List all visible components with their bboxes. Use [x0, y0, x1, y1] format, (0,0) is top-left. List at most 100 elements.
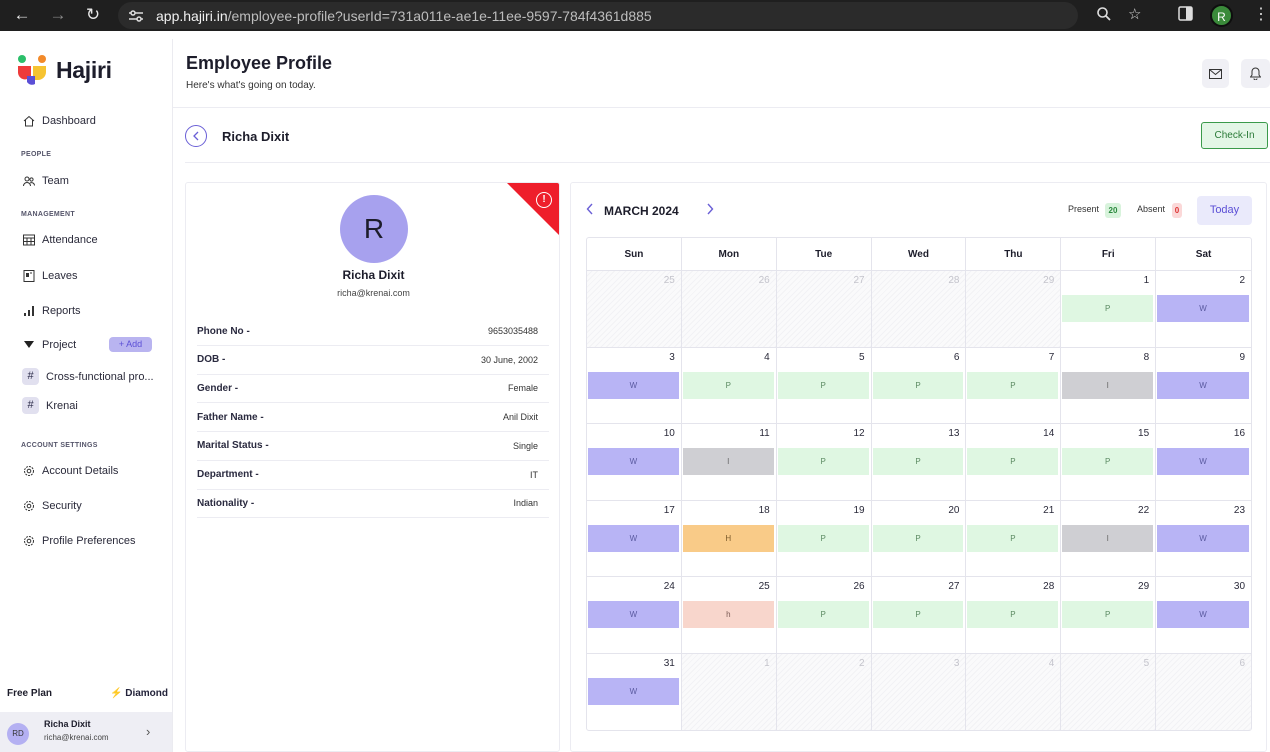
profile-avatar[interactable]: R [1210, 4, 1233, 27]
notifications-button[interactable] [1241, 59, 1270, 88]
forward-arrow-icon[interactable]: → [49, 5, 67, 24]
attendance-status-chip[interactable]: W [588, 524, 679, 552]
calendar-day-cell[interactable]: 12 P [777, 424, 872, 500]
calendar-day-cell[interactable]: 25 h [682, 577, 777, 653]
calendar-day-cell[interactable]: 27 P [872, 577, 967, 653]
attendance-status-chip[interactable]: W [588, 448, 679, 475]
side-panel-icon[interactable] [1178, 6, 1193, 25]
more-menu-icon[interactable]: ⋮ [1253, 6, 1269, 23]
calendar-day-cell[interactable]: 2 [776, 653, 872, 730]
calendar-day-cell[interactable]: 17 W [587, 500, 682, 576]
attendance-status-chip[interactable]: h [682, 601, 774, 628]
calendar-day-cell[interactable]: 18 H [682, 500, 777, 576]
calendar-day-cell[interactable]: 13 P [872, 424, 967, 500]
attendance-status-chip[interactable]: P [777, 371, 869, 399]
zoom-icon[interactable] [1096, 6, 1112, 26]
calendar-day-cell[interactable]: 20 P [872, 500, 967, 576]
alert-icon[interactable]: ! [536, 192, 552, 208]
sidebar-item-project[interactable]: Project [23, 339, 76, 351]
prev-month-button[interactable] [586, 202, 594, 218]
attendance-status-chip[interactable]: P [872, 448, 964, 475]
site-settings-icon[interactable] [122, 4, 150, 28]
sidebar-item-account-details[interactable]: Account Details [23, 465, 118, 477]
attendance-status-chip[interactable]: W [1157, 371, 1250, 399]
address-bar[interactable]: app.hajiri.in/employee-profile?userId=73… [118, 2, 1078, 29]
sidebar-item-reports[interactable]: Reports [23, 305, 81, 317]
calendar-day-cell[interactable]: 29 P [1061, 577, 1157, 653]
mail-button[interactable] [1202, 59, 1229, 88]
attendance-status-chip[interactable]: I [682, 448, 774, 475]
check-in-button[interactable]: Check-In [1201, 122, 1268, 149]
bookmark-star-icon[interactable]: ☆ [1128, 6, 1142, 23]
calendar-day-cell[interactable]: 25 [587, 271, 682, 347]
attendance-status-chip[interactable]: W [1157, 601, 1250, 628]
attendance-status-chip[interactable]: P [872, 601, 964, 628]
calendar-day-cell[interactable]: 26 P [777, 577, 872, 653]
calendar-day-cell[interactable]: 22 I [1061, 500, 1157, 576]
calendar-day-cell[interactable]: 10 W [587, 424, 682, 500]
today-button[interactable]: Today [1197, 196, 1252, 225]
calendar-day-cell[interactable]: 16 W [1156, 424, 1251, 500]
attendance-status-chip[interactable]: W [588, 371, 679, 399]
attendance-status-chip[interactable]: W [1157, 295, 1250, 322]
attendance-status-chip[interactable]: P [967, 524, 1059, 552]
user-card[interactable]: RD Richa Dixit richa@krenai.com › [0, 712, 172, 752]
attendance-status-chip[interactable]: P [777, 601, 869, 628]
next-month-button[interactable] [706, 202, 714, 218]
calendar-day-cell[interactable]: 21 P [966, 500, 1062, 576]
calendar-day-cell[interactable]: 30 W [1156, 577, 1251, 653]
sidebar-item-leaves[interactable]: Leaves [23, 270, 77, 282]
calendar-day-cell[interactable]: 4 [966, 653, 1062, 730]
attendance-status-chip[interactable]: P [1062, 601, 1154, 628]
attendance-status-chip[interactable]: P [682, 371, 774, 399]
sidebar-item-dashboard[interactable]: Dashboard [23, 115, 96, 127]
sidebar-project-item[interactable]: # Cross-functional pro... [22, 368, 154, 385]
attendance-status-chip[interactable]: H [682, 524, 774, 552]
attendance-status-chip[interactable]: P [1062, 448, 1154, 475]
calendar-day-cell[interactable]: 3 [871, 653, 967, 730]
attendance-status-chip[interactable]: P [777, 448, 869, 475]
attendance-status-chip[interactable]: W [588, 677, 679, 705]
sidebar-item-security[interactable]: Security [23, 500, 82, 512]
attendance-status-chip[interactable]: W [1157, 524, 1250, 552]
calendar-day-cell[interactable]: 26 [681, 271, 777, 347]
calendar-day-cell[interactable]: 11 I [682, 424, 777, 500]
calendar-day-cell[interactable]: 5 [1061, 653, 1157, 730]
calendar-day-cell[interactable]: 28 P [966, 577, 1062, 653]
sidebar-item-attendance[interactable]: Attendance [23, 234, 98, 246]
attendance-status-chip[interactable]: P [967, 448, 1059, 475]
attendance-status-chip[interactable]: P [967, 601, 1059, 628]
sidebar-item-profile-preferences[interactable]: Profile Preferences [23, 535, 136, 547]
calendar-day-cell[interactable]: 19 P [777, 500, 872, 576]
attendance-status-chip[interactable]: P [1062, 295, 1154, 322]
hajiri-logo[interactable]: Hajiri [16, 54, 112, 86]
calendar-day-cell[interactable]: 28 [871, 271, 967, 347]
calendar-day-cell[interactable]: 14 P [966, 424, 1062, 500]
calendar-day-cell[interactable]: 27 [776, 271, 872, 347]
back-button[interactable] [185, 125, 207, 147]
sidebar-item-team[interactable]: Team [23, 175, 69, 187]
sidebar-project-item[interactable]: # Krenai [22, 397, 78, 414]
attendance-status-chip[interactable]: P [872, 371, 964, 399]
calendar-day-cell[interactable]: 1 [681, 653, 777, 730]
attendance-status-chip[interactable]: I [1062, 524, 1154, 552]
calendar-day-cell[interactable]: 29 [966, 271, 1062, 347]
back-arrow-icon[interactable]: ← [13, 5, 31, 24]
attendance-status-chip[interactable]: P [967, 371, 1059, 399]
attendance-status-chip[interactable]: P [872, 524, 964, 552]
calendar-day-cell[interactable]: 24 W [587, 577, 682, 653]
reload-icon[interactable]: ↻ [85, 5, 101, 24]
attendance-status-chip[interactable]: I [1062, 371, 1154, 399]
upgrade-diamond-link[interactable]: ⚡ Diamond [110, 688, 169, 699]
calendar-day-cell[interactable]: 6 [1156, 653, 1251, 730]
attendance-status-chip[interactable]: W [1157, 448, 1250, 475]
attendance-status-chip[interactable]: W [588, 601, 679, 628]
